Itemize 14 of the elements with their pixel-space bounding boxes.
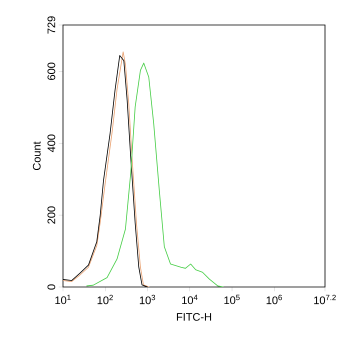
x-tick-label: 10$^{6}$ [266,294,282,304]
x-tick-label: 10$^{5}$ [224,294,240,304]
y-axis-title: Count [32,141,41,170]
x-tick-label: 10$^{2}$ [98,294,113,304]
y-tick-label: 600 [47,62,56,80]
x-tick-label: 10$^{7.2}$ [314,294,336,304]
x-axis-title: FITC-H [176,313,212,321]
y-tick-label: 729 [47,16,56,34]
x-tick-label: 10$^{1}$ [55,294,71,304]
y-tick-label: 200 [47,206,56,224]
y-tick-label: 400 [47,134,56,152]
x-tick-label: 10$^{4}$ [182,294,198,304]
x-tick-label: 10$^{3}$ [140,294,156,304]
y-tick-label: 0 [47,284,56,290]
